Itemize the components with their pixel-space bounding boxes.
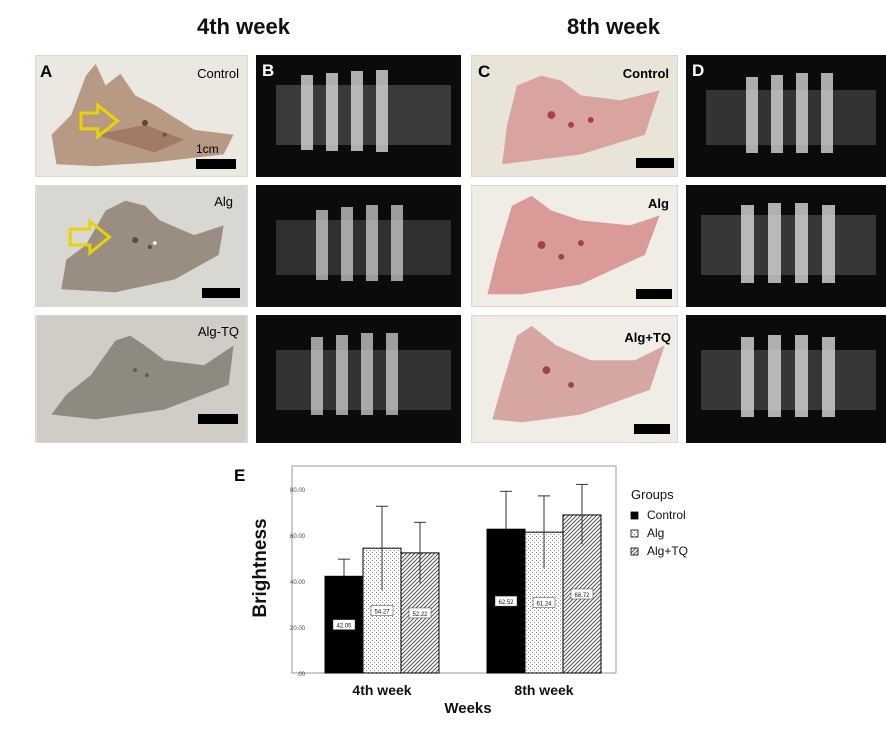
data-label-box	[570, 588, 594, 600]
header-4th-week: 4th week	[197, 14, 290, 39]
scale-bar	[198, 414, 238, 424]
data-label: 62.52	[498, 600, 514, 606]
y-tick-label: 60.00	[290, 534, 306, 540]
panel-a-label-algtq: Alg-TQ	[197, 324, 239, 339]
plot-frame	[291, 465, 617, 674]
panel-c-label-control: Control	[622, 66, 669, 81]
jaw-photo-control-4wk	[36, 56, 247, 176]
panel-a-letter: A	[40, 62, 53, 81]
panel-a-label-alg: Alg	[214, 194, 233, 209]
legend-label: Alg	[647, 526, 664, 540]
data-label-box	[408, 607, 432, 619]
xray-image	[256, 315, 461, 443]
panel-b-letter: B	[262, 61, 275, 80]
legend-swatch	[630, 547, 639, 556]
panel-d-xray-2	[686, 185, 886, 307]
panel-c-letter: C	[478, 62, 491, 81]
y-tick-label: 40.00	[290, 580, 306, 586]
data-label-box	[532, 597, 556, 608]
jaw-photo-algtq-8wk	[472, 316, 677, 442]
xray-image	[256, 185, 461, 307]
legend-label: Control	[647, 508, 686, 522]
data-label-box	[494, 595, 518, 607]
legend-swatch	[630, 511, 639, 520]
data-label: 68.72	[574, 593, 590, 599]
y-tick-label: .00	[297, 672, 306, 678]
xray-image	[686, 315, 886, 443]
x-category-label: 8th week	[514, 682, 573, 698]
panel-c-algtq-photo: Alg+TQ	[471, 315, 678, 443]
y-tick-label: 80.00	[290, 488, 306, 494]
xray-image	[686, 55, 886, 177]
x-axis-label: Weeks	[444, 700, 491, 717]
data-label: 54.27	[374, 610, 390, 616]
data-label: 52.22	[412, 612, 428, 618]
panel-d-letter: D	[692, 61, 705, 80]
scale-bar	[196, 159, 236, 169]
data-label-box	[332, 619, 356, 630]
panel-a-control-photo: A Control 1cm	[35, 55, 248, 177]
jaw-photo-alg-8wk	[472, 186, 677, 306]
panel-a-algtq-photo: Alg-TQ	[35, 315, 248, 443]
xray-image	[686, 185, 886, 307]
panel-b-xray-2	[256, 185, 461, 307]
panel-a-alg-photo: Alg	[35, 185, 248, 307]
scale-bar	[636, 158, 674, 168]
panel-b-xray-3	[256, 315, 461, 443]
y-axis-label: Brightness	[250, 518, 271, 617]
panel-c-alg-photo: Alg	[471, 185, 678, 307]
legend-label: Alg+TQ	[647, 544, 688, 558]
panel-c-control-photo: C Control	[471, 55, 678, 177]
jaw-photo-control-8wk	[472, 56, 677, 176]
panel-d-xray-1: D	[686, 55, 886, 177]
scale-bar	[202, 288, 240, 298]
legend-title: Groups	[631, 487, 674, 502]
scale-bar	[636, 289, 672, 299]
scale-bar	[634, 424, 670, 434]
panel-c-label-algtq: Alg+TQ	[624, 330, 671, 345]
panel-a-label-control: Control	[197, 66, 239, 81]
jaw-photo-alg-4wk	[36, 186, 247, 306]
y-tick-label: 20.00	[290, 626, 306, 632]
header-8th-week: 8th week	[567, 14, 660, 39]
panel-c-label-alg: Alg	[648, 196, 669, 211]
xray-image	[256, 55, 461, 177]
data-label-box	[370, 605, 394, 616]
data-label: 42.05	[336, 624, 352, 630]
panel-a-scale-text: 1cm	[196, 142, 219, 156]
panel-d-xray-3	[686, 315, 886, 443]
data-label: 61.24	[536, 602, 552, 608]
legend-swatch	[630, 529, 639, 538]
panel-e-letter: E	[234, 466, 246, 485]
panel-b-xray-1: B	[256, 55, 461, 177]
x-category-label: 4th week	[352, 682, 411, 698]
